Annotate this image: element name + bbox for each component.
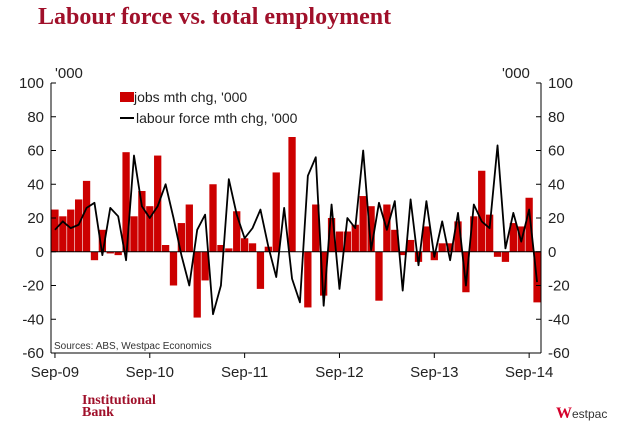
- bar: [493, 251, 502, 257]
- brand-line-1: Institutional: [82, 393, 156, 408]
- bar: [217, 245, 225, 252]
- bar: [130, 216, 138, 252]
- bar: [169, 251, 178, 286]
- legend-line-label: labour force mth chg, '000: [136, 110, 298, 126]
- bar: [67, 209, 75, 252]
- y-tick-label-left: 20: [27, 210, 44, 227]
- bar: [304, 251, 312, 308]
- bar: [177, 223, 186, 252]
- bar: [509, 223, 517, 252]
- y-tick-label-right: 0: [548, 244, 556, 261]
- y-ticks: -60 -60 -40 -40 -20 -20 0 0 20 20 40 40 60 60 80 80 100 1…: [19, 75, 573, 362]
- bar: [51, 209, 59, 252]
- bar: [233, 211, 241, 252]
- bar: [122, 152, 130, 252]
- y-tick-label-left: -60: [22, 345, 44, 362]
- y-tick-label-left: 0: [36, 244, 44, 261]
- bar: [98, 229, 107, 252]
- y-tick-label-left: -40: [22, 311, 44, 328]
- y-tick-label-right: 80: [548, 109, 565, 126]
- bar: [375, 251, 383, 301]
- brand-logo: Institutional Bank: [82, 393, 156, 420]
- westpac-logo: Westpac: [556, 405, 607, 423]
- bar: [359, 196, 367, 252]
- y-tick-label-left: 40: [27, 176, 44, 193]
- x-tick-label: Sep-14: [505, 364, 553, 381]
- x-tick-label: Sep-09: [31, 364, 79, 381]
- y-tick-label-right: -20: [548, 278, 570, 295]
- bar: [485, 214, 494, 252]
- y-tick-label-right: 100: [548, 75, 573, 92]
- bar: [209, 184, 217, 252]
- bar: [90, 251, 99, 261]
- bar: [391, 229, 399, 252]
- y-tick-label-right: -60: [548, 345, 570, 362]
- bar: [59, 216, 67, 252]
- legend-bar-swatch: [120, 92, 134, 102]
- bar: [272, 172, 280, 252]
- bar: [312, 204, 320, 252]
- bar: [248, 243, 257, 252]
- bar: [288, 137, 296, 252]
- y-tick-label-right: 60: [548, 143, 565, 160]
- bar: [438, 243, 446, 252]
- y-tick-label-left: 60: [27, 143, 44, 160]
- chart-title: Labour force vs. total employment: [38, 4, 392, 30]
- bar: [478, 170, 486, 252]
- legend: jobs mth chg, '000 labour force mth chg,…: [120, 89, 298, 126]
- bar: [201, 251, 209, 281]
- left-unit-label: '000: [55, 65, 83, 82]
- x-tick-label: Sep-13: [410, 364, 458, 381]
- bar: [146, 206, 154, 252]
- bar: [470, 216, 478, 252]
- brand-line-2: Bank: [82, 405, 114, 420]
- bar: [106, 251, 114, 254]
- bar: [256, 251, 265, 289]
- source-note: Sources: ABS, Westpac Economics: [54, 341, 212, 352]
- x-tick-label: Sep-10: [126, 364, 174, 381]
- bar: [138, 191, 146, 252]
- bar: [406, 239, 415, 252]
- bar: [335, 231, 344, 252]
- westpac-logo-initial: W: [556, 405, 572, 422]
- y-tick-label-right: 40: [548, 176, 565, 193]
- y-tick-label-left: -20: [22, 278, 44, 295]
- bar: [193, 251, 201, 318]
- bar: [399, 251, 407, 256]
- legend-bar-label: jobs mth chg, '000: [133, 89, 247, 105]
- bar: [454, 221, 462, 252]
- bar: [414, 251, 423, 262]
- bar: [320, 251, 328, 296]
- x-tick-label: Sep-11: [221, 364, 268, 381]
- bar: [225, 248, 233, 252]
- y-tick-label-right: 20: [548, 210, 565, 227]
- x-tick-label: Sep-12: [315, 364, 363, 381]
- y-tick-label-left: 80: [27, 109, 44, 126]
- y-tick-label-right: -40: [548, 311, 570, 328]
- bar: [367, 206, 375, 252]
- bar: [525, 197, 533, 252]
- bar: [114, 251, 122, 256]
- bar: [351, 224, 359, 252]
- bar: [185, 204, 193, 252]
- bar: [462, 251, 470, 293]
- bar: [82, 180, 91, 252]
- y-tick-label-left: 100: [19, 75, 44, 92]
- westpac-logo-text: estpac: [572, 407, 608, 421]
- line-series: [54, 144, 538, 316]
- x-ticks: Sep-09 Sep-10 Sep-11 Sep-12 Sep-13 Sep-14: [31, 353, 553, 381]
- bar: [422, 226, 431, 252]
- right-unit-label: '000: [502, 65, 530, 82]
- bar: [240, 238, 249, 252]
- bar: [501, 251, 510, 262]
- bar: [327, 218, 336, 252]
- bar: [161, 245, 170, 252]
- bar: [343, 231, 352, 252]
- bar: [446, 243, 454, 252]
